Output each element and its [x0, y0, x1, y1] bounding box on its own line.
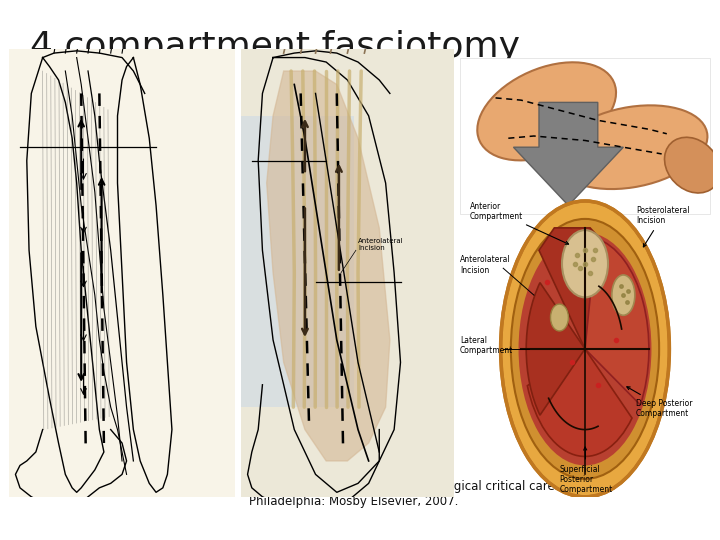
Polygon shape: [266, 71, 390, 461]
FancyBboxPatch shape: [241, 49, 454, 497]
Ellipse shape: [612, 275, 635, 315]
Circle shape: [518, 232, 652, 465]
Wedge shape: [585, 239, 649, 405]
FancyBboxPatch shape: [460, 58, 710, 214]
Ellipse shape: [665, 137, 720, 193]
Text: Anterolateral
Incision: Anterolateral Incision: [358, 238, 404, 251]
Ellipse shape: [554, 105, 708, 189]
Text: Superficial
Posterior
Compartment: Superficial Posterior Compartment: [559, 447, 613, 494]
FancyBboxPatch shape: [237, 116, 354, 407]
Ellipse shape: [551, 304, 568, 331]
Text: Posterolateral
Incision: Posterolateral Incision: [636, 206, 690, 247]
Text: Anterolateral
Incision: Anterolateral Incision: [460, 255, 510, 275]
Text: 4 compartment fasciotomy: 4 compartment fasciotomy: [30, 30, 520, 64]
Polygon shape: [539, 228, 611, 349]
Polygon shape: [513, 103, 624, 206]
Text: Lateral
Compartment: Lateral Compartment: [460, 336, 513, 355]
Text: Deep Posterior
Compartment: Deep Posterior Compartment: [627, 387, 693, 418]
FancyBboxPatch shape: [9, 49, 235, 497]
Wedge shape: [527, 349, 632, 456]
Ellipse shape: [562, 230, 608, 298]
Ellipse shape: [477, 62, 616, 160]
Circle shape: [500, 201, 670, 497]
Circle shape: [511, 219, 659, 479]
Text: Asensio JA, Trunkey DD
Current therapy of trauma and surgical critical care.
Phi: Asensio JA, Trunkey DD Current therapy o…: [249, 465, 559, 508]
Wedge shape: [526, 282, 585, 415]
Text: Anterior
Compartment: Anterior Compartment: [470, 201, 569, 244]
